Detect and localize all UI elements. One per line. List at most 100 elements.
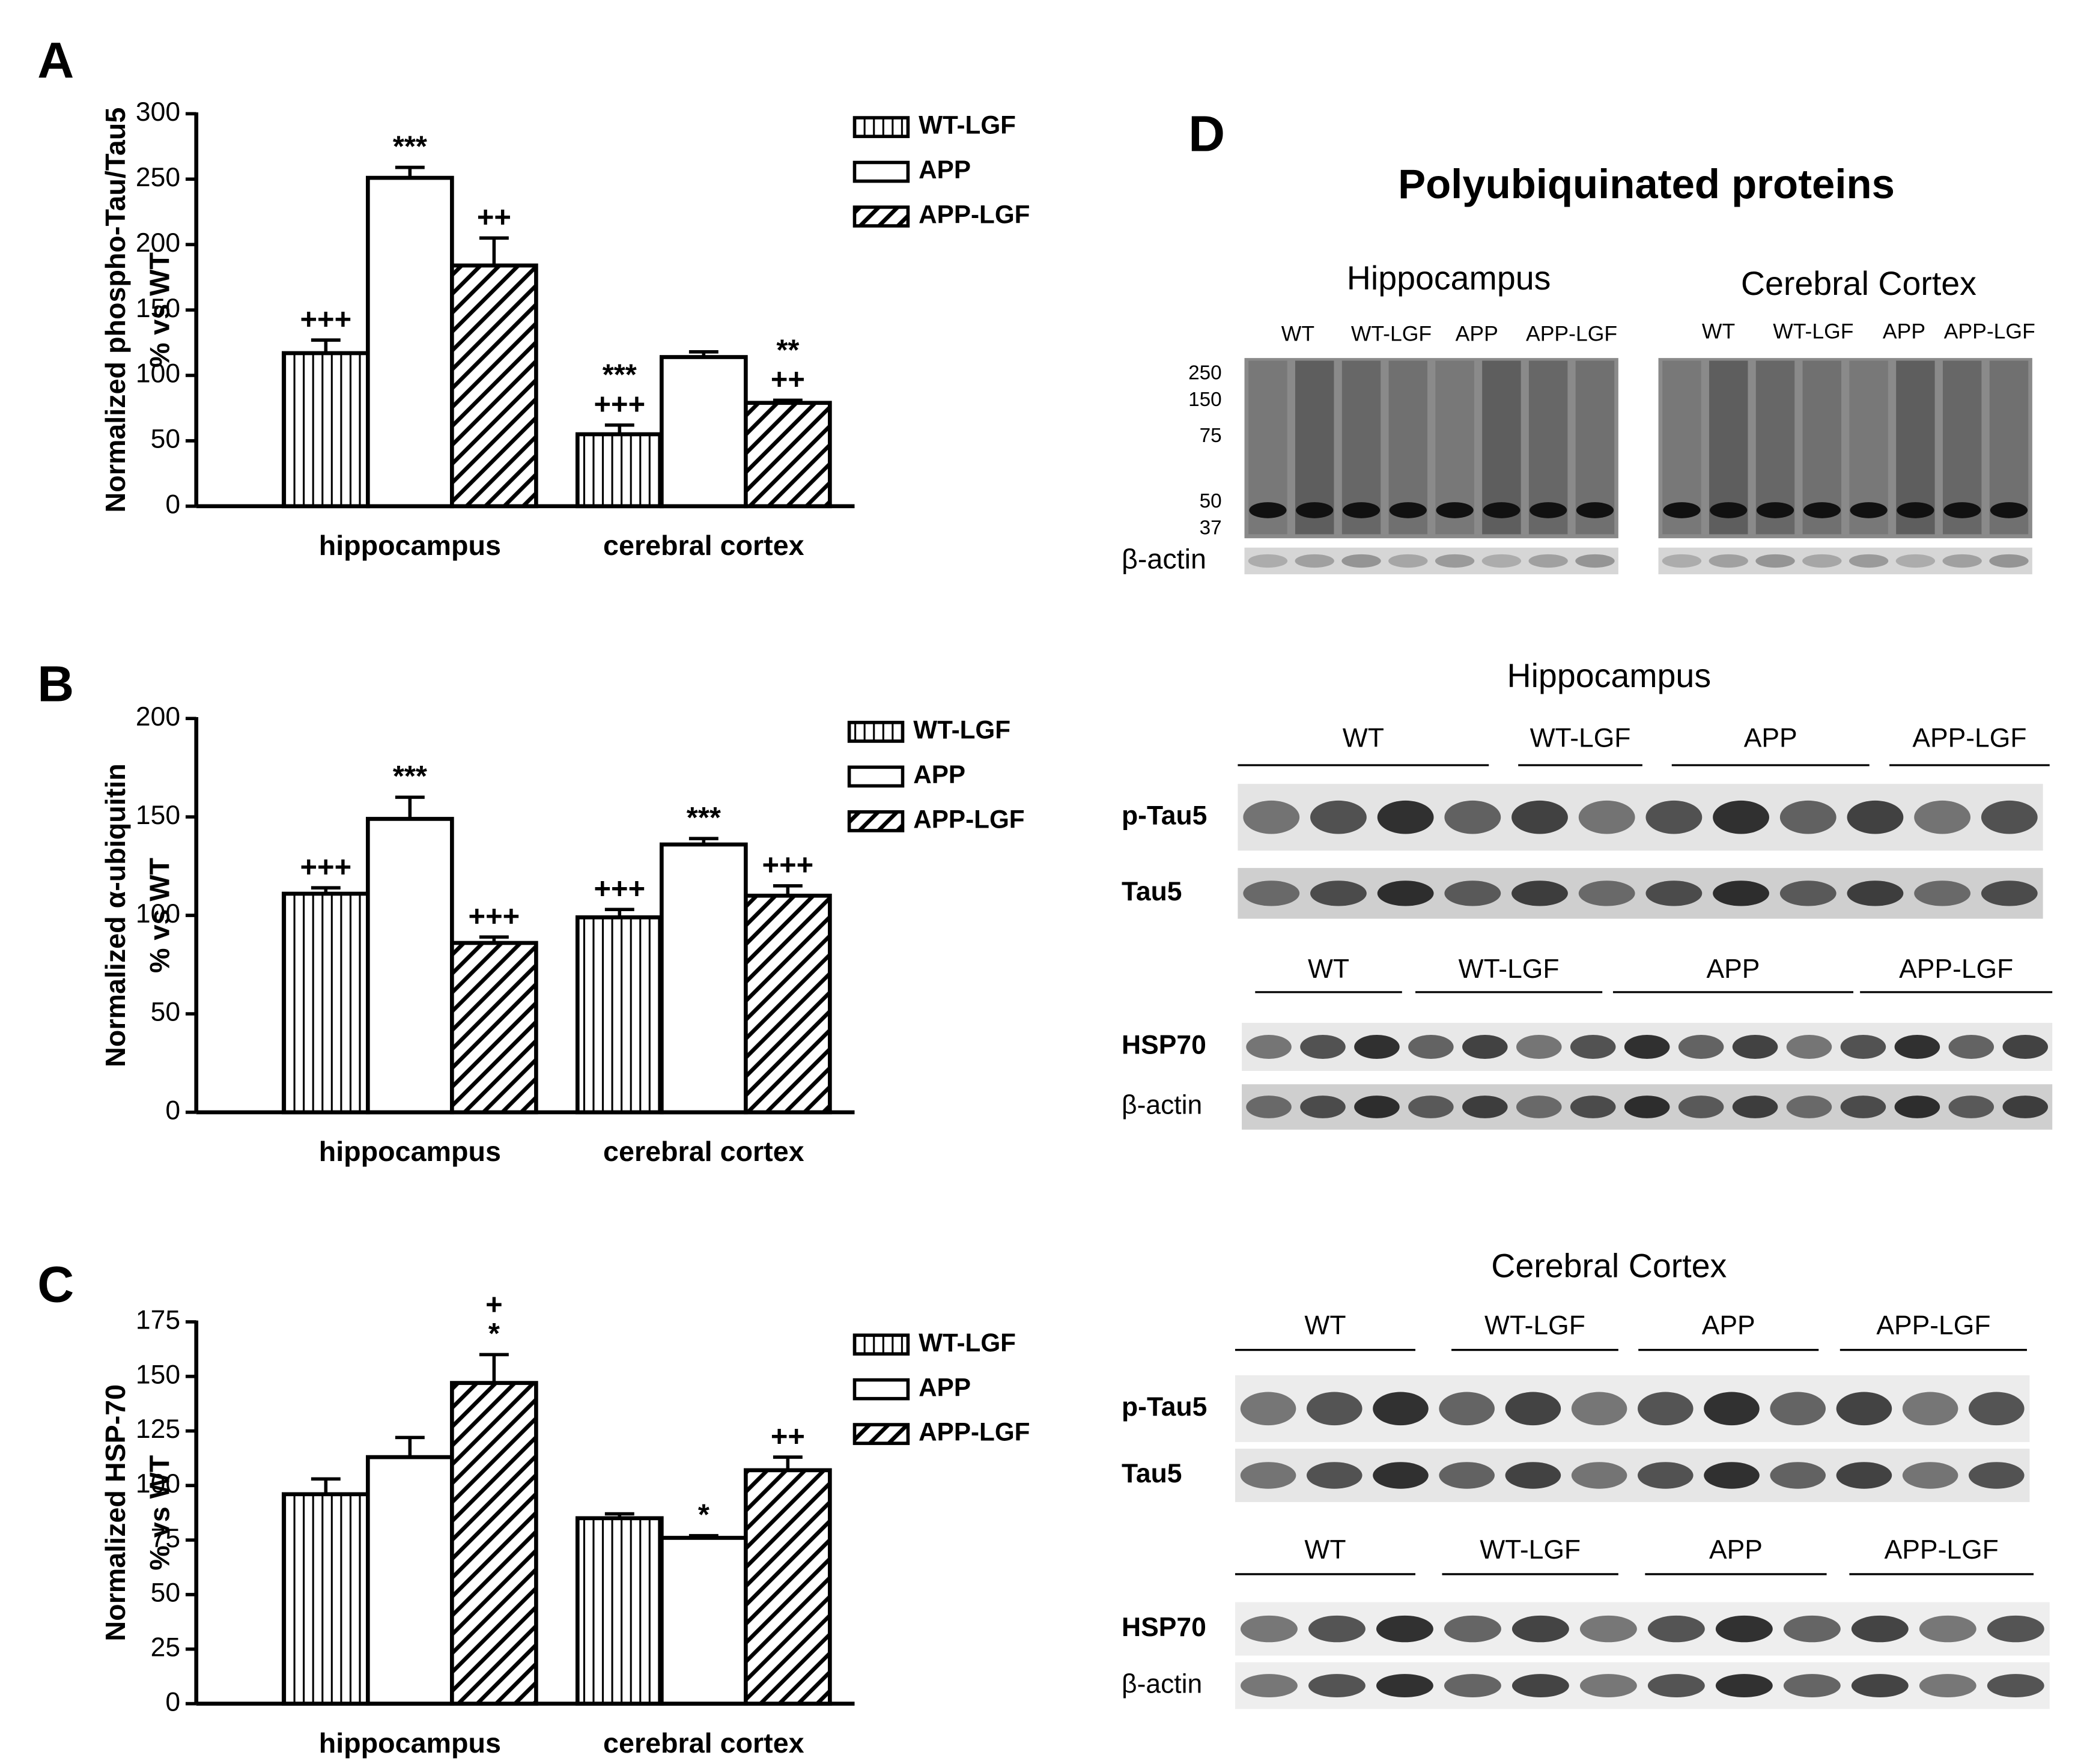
legend-label: WT-LGF: [919, 1329, 1016, 1357]
blot-band: [1942, 554, 1982, 568]
blot-band: [1802, 554, 1842, 568]
x-tick-label: cerebral cortex: [603, 1727, 804, 1759]
significance-mark: ++: [771, 1420, 805, 1453]
blot-band: [1377, 880, 1434, 906]
bar: [744, 401, 832, 509]
marker-label: 50: [1200, 490, 1222, 512]
significance-mark: +++: [594, 389, 645, 421]
blot-band: [1306, 1392, 1363, 1426]
y-axis-label: % vs WT: [144, 1455, 175, 1571]
blot-band: [1704, 1392, 1760, 1426]
blot-band: [1715, 1674, 1773, 1697]
blot-band: [1678, 1034, 1724, 1059]
blot-band: [1511, 880, 1568, 906]
blot-band: [1895, 554, 1936, 568]
blot-band: [1376, 1615, 1433, 1643]
x-tick-label: hippocampus: [319, 1727, 501, 1759]
blot-band: [1638, 1392, 1694, 1426]
blot-band: [1444, 1615, 1501, 1643]
blot-band: [1408, 1034, 1454, 1059]
blot-band: [1847, 800, 1904, 834]
blot-band: [1851, 1674, 1909, 1697]
blot-band: [1836, 1462, 1892, 1489]
legend-swatch: [847, 721, 905, 743]
blot-band: [1579, 1615, 1637, 1643]
blot-band: [1715, 1615, 1773, 1643]
bar: [575, 432, 664, 509]
bar: [575, 1516, 664, 1706]
y-tick-label: 0: [165, 1687, 180, 1717]
blot-band: [1576, 502, 1614, 518]
y-tick-label: 150: [136, 294, 180, 323]
x-tick-label: hippocampus: [319, 1136, 501, 1167]
y-tick-label: 300: [136, 97, 180, 127]
blot-background: [1235, 1375, 2030, 1442]
panel-label: B: [37, 655, 74, 712]
blot-band: [1570, 1096, 1616, 1118]
y-tick-label: 75: [151, 1524, 180, 1553]
significance-mark: +: [485, 1288, 503, 1321]
blot-band: [1783, 1674, 1841, 1697]
lane-group-label: WT: [1304, 1311, 1346, 1340]
bar: [575, 915, 664, 1115]
significance-mark: +++: [762, 849, 814, 882]
marker-label: 150: [1188, 389, 1222, 411]
blot-band: [1579, 1674, 1637, 1697]
blot-band: [1516, 1096, 1562, 1118]
y-tick-label: 250: [136, 163, 180, 192]
y-axis-label: % vs WT: [144, 858, 175, 973]
blot-band: [1483, 502, 1521, 518]
lane-label: Tau5: [1122, 877, 1182, 906]
significance-mark: ***: [393, 760, 427, 793]
blot-band: [1240, 1674, 1298, 1697]
blot-band: [1444, 800, 1501, 834]
legend-label: APP: [919, 156, 971, 184]
blot-band: [1850, 502, 1888, 518]
blot-band: [1354, 1096, 1400, 1118]
legend-label: WT-LGF: [913, 716, 1010, 744]
y-axis-label: % vs WT: [144, 252, 175, 368]
blot-band: [1528, 554, 1568, 568]
blot-band: [1243, 800, 1300, 834]
y-tick-label: 50: [151, 425, 180, 454]
blot-band: [1704, 1462, 1760, 1489]
bar: [366, 1455, 454, 1706]
y-tick-label: 0: [165, 1096, 180, 1126]
y-tick-label: 150: [136, 1360, 180, 1389]
blot-band: [1902, 1392, 1958, 1426]
blot-band: [1571, 1392, 1627, 1426]
legend-swatch: [852, 160, 910, 183]
significance-mark: +++: [469, 900, 520, 933]
panel-label: D: [1188, 106, 1225, 162]
legend-label: WT-LGF: [919, 111, 1016, 139]
y-tick-label: 100: [136, 1469, 180, 1499]
lane-group-label: WT-LGF: [1773, 319, 1853, 343]
lane-group-label: APP-LGF: [1912, 724, 2026, 753]
y-tick-label: 175: [136, 1306, 180, 1335]
blot-band: [1783, 1615, 1841, 1643]
lane-group-label: WT: [1281, 322, 1314, 346]
blot-band: [1310, 800, 1367, 834]
y-tick-label: 200: [136, 702, 180, 732]
blot-band: [1732, 1034, 1778, 1059]
lane-label: β-actin: [1122, 1669, 1202, 1699]
blot-band: [1755, 554, 1795, 568]
bar: [366, 175, 454, 509]
lane-group-label: WT: [1304, 1535, 1346, 1565]
blot-band: [1300, 1096, 1346, 1118]
y-tick-label: 125: [136, 1414, 180, 1444]
blot-band: [1943, 502, 1981, 518]
blot-band: [2002, 1034, 2049, 1059]
significance-mark: +++: [300, 851, 352, 884]
blot-band: [1732, 1096, 1778, 1118]
blot-band: [1638, 1462, 1694, 1489]
significance-mark: +++: [300, 303, 352, 336]
blot-band: [1439, 1462, 1495, 1489]
blot-band: [1969, 1392, 2025, 1426]
blot-band: [1511, 1674, 1569, 1697]
blot-band: [1624, 1096, 1670, 1118]
blot-band: [1840, 1034, 1886, 1059]
blot-band: [1948, 1096, 1994, 1118]
blot-band: [1373, 1392, 1429, 1426]
